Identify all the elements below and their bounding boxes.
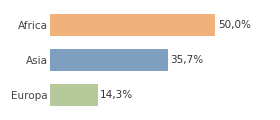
Bar — [50, 84, 97, 106]
Text: 35,7%: 35,7% — [171, 55, 204, 65]
Text: 50,0%: 50,0% — [218, 20, 251, 30]
Text: 14,3%: 14,3% — [100, 90, 133, 100]
Bar — [50, 14, 215, 36]
Bar — [50, 49, 168, 71]
